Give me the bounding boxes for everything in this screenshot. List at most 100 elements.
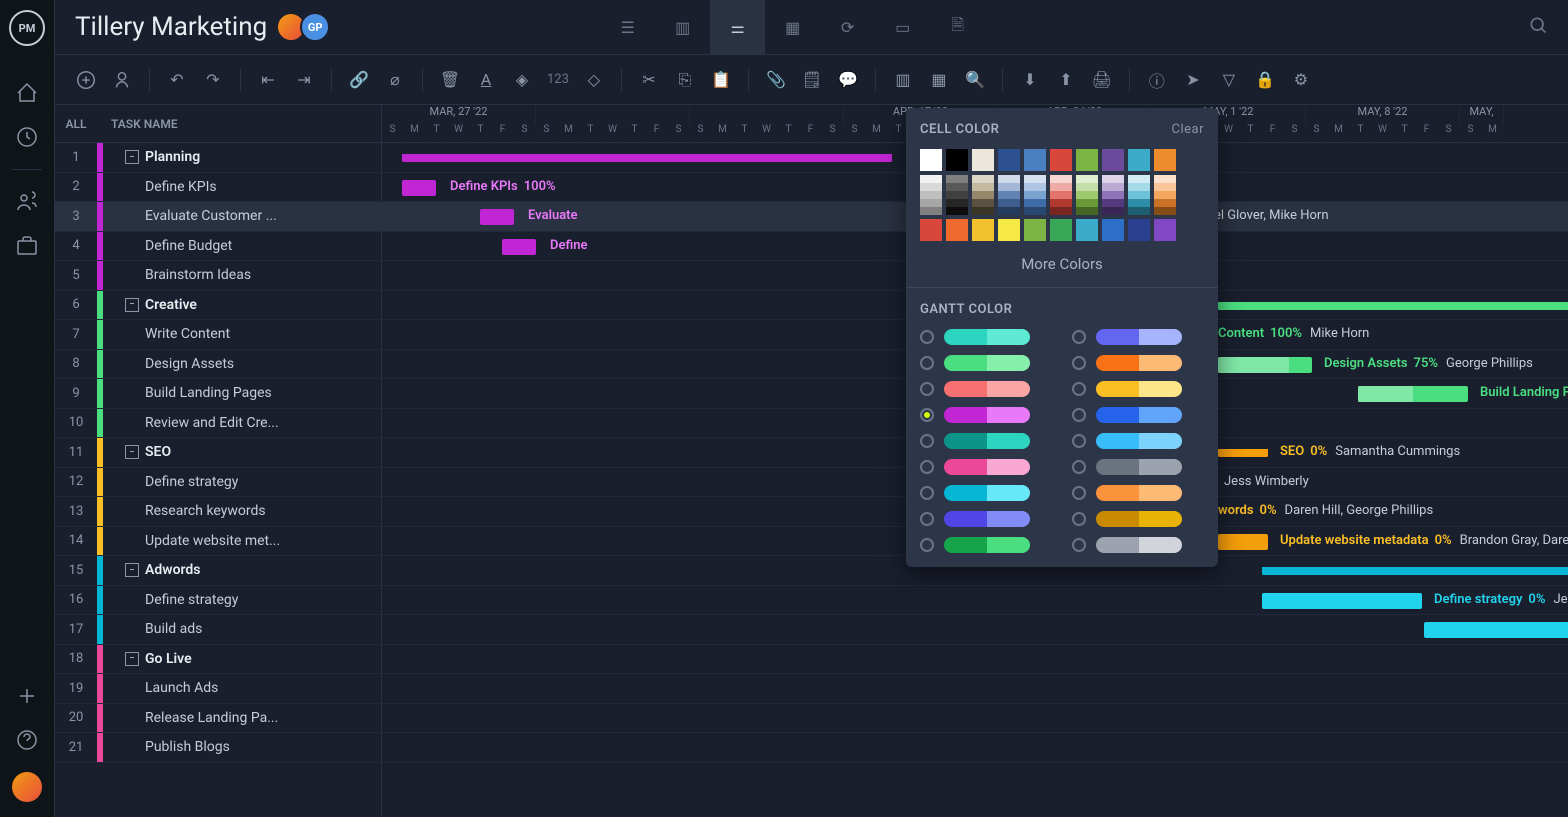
task-row[interactable]: 1−Planning: [55, 143, 381, 173]
tag-icon[interactable]: ◈: [511, 69, 533, 91]
grid-icon[interactable]: ▦: [928, 69, 950, 91]
avatar-group[interactable]: GP: [282, 12, 330, 42]
task-row[interactable]: 3Evaluate Customer ...: [55, 202, 381, 232]
color-swatch[interactable]: [998, 149, 1020, 171]
color-swatch[interactable]: [1076, 219, 1098, 241]
clock-icon[interactable]: [15, 125, 39, 149]
task-row[interactable]: 17Build ads: [55, 615, 381, 645]
view-gantt-icon[interactable]: ⚌: [710, 0, 765, 55]
task-row[interactable]: 20Release Landing Pa...: [55, 704, 381, 734]
outdent-icon[interactable]: ⇤: [257, 69, 279, 91]
export-icon[interactable]: ⬆: [1055, 69, 1077, 91]
view-list-icon[interactable]: ☰: [600, 0, 655, 55]
indent-icon[interactable]: ⇥: [293, 69, 315, 91]
info-icon[interactable]: ⓘ: [1146, 69, 1168, 91]
paste-icon[interactable]: 📋: [710, 69, 732, 91]
task-row[interactable]: 9Build Landing Pages: [55, 379, 381, 409]
color-swatch[interactable]: [1154, 219, 1176, 241]
gantt-color-option[interactable]: [1072, 511, 1204, 527]
gantt-color-option[interactable]: [920, 537, 1052, 553]
task-row[interactable]: 13Research keywords: [55, 497, 381, 527]
color-swatch[interactable]: [1050, 219, 1072, 241]
task-row[interactable]: 19Launch Ads: [55, 674, 381, 704]
task-row[interactable]: 18−Go Live: [55, 645, 381, 675]
font-icon[interactable]: A: [475, 69, 497, 91]
view-calendar-icon[interactable]: ▭: [875, 0, 930, 55]
filter-icon[interactable]: ▽: [1218, 69, 1240, 91]
header-task-name[interactable]: TASK NAME: [103, 117, 178, 131]
settings-icon[interactable]: ⚙: [1290, 69, 1312, 91]
copy-icon[interactable]: ⎘: [674, 69, 696, 91]
color-swatch[interactable]: [1024, 149, 1046, 171]
task-row[interactable]: 16Define strategy: [55, 586, 381, 616]
task-row[interactable]: 7Write Content: [55, 320, 381, 350]
header-all[interactable]: ALL: [55, 117, 97, 131]
gantt-color-option[interactable]: [920, 511, 1052, 527]
color-swatch[interactable]: [998, 219, 1020, 241]
task-row[interactable]: 5Brainstorm Ideas: [55, 261, 381, 291]
gantt-color-option[interactable]: [1072, 407, 1204, 423]
gantt-color-option[interactable]: [920, 329, 1052, 345]
gantt-color-option[interactable]: [1072, 485, 1204, 501]
gantt-color-option[interactable]: [920, 459, 1052, 475]
briefcase-icon[interactable]: [15, 234, 39, 258]
view-file-icon[interactable]: 🗎: [930, 0, 985, 55]
add-icon[interactable]: [75, 69, 97, 91]
link-icon[interactable]: 🔗: [348, 69, 370, 91]
plus-icon[interactable]: [15, 684, 39, 708]
milestone-icon[interactable]: ◇: [583, 69, 605, 91]
color-swatch[interactable]: [1076, 149, 1098, 171]
task-row[interactable]: 14Update website met...: [55, 527, 381, 557]
view-activity-icon[interactable]: ⟳: [820, 0, 875, 55]
task-row[interactable]: 11−SEO: [55, 438, 381, 468]
comment-icon[interactable]: 💬: [837, 69, 859, 91]
color-swatch[interactable]: [1050, 149, 1072, 171]
logo[interactable]: PM: [9, 10, 45, 46]
gantt-color-option[interactable]: [920, 381, 1052, 397]
task-row[interactable]: 12Define strategy: [55, 468, 381, 498]
gantt-color-option[interactable]: [1072, 381, 1204, 397]
undo-icon[interactable]: ↶: [166, 69, 188, 91]
color-swatch[interactable]: [1154, 149, 1176, 171]
gantt-color-option[interactable]: [920, 407, 1052, 423]
redo-icon[interactable]: ↷: [202, 69, 224, 91]
assign-icon[interactable]: [111, 69, 133, 91]
color-swatch[interactable]: [946, 149, 968, 171]
task-row[interactable]: 8Design Assets: [55, 350, 381, 380]
clear-button[interactable]: Clear: [1172, 122, 1205, 137]
color-swatch[interactable]: [920, 149, 942, 171]
gantt-color-option[interactable]: [1072, 355, 1204, 371]
color-swatch[interactable]: [1102, 219, 1124, 241]
delete-icon[interactable]: 🗑: [439, 69, 461, 91]
view-board-icon[interactable]: ▥: [655, 0, 710, 55]
columns-icon[interactable]: ▥: [892, 69, 914, 91]
task-row[interactable]: 15−Adwords: [55, 556, 381, 586]
color-swatch[interactable]: [920, 219, 942, 241]
cut-icon[interactable]: ✂: [638, 69, 660, 91]
task-row[interactable]: 6−Creative: [55, 291, 381, 321]
gantt-color-option[interactable]: [1072, 329, 1204, 345]
gantt-color-option[interactable]: [1072, 459, 1204, 475]
search-icon[interactable]: [1528, 15, 1548, 39]
task-row[interactable]: 4Define Budget: [55, 232, 381, 262]
user-avatar[interactable]: [12, 772, 42, 802]
more-colors-button[interactable]: More Colors: [920, 255, 1204, 273]
import-icon[interactable]: ⬇: [1019, 69, 1041, 91]
task-row[interactable]: 21Publish Blogs: [55, 733, 381, 763]
home-icon[interactable]: [15, 81, 39, 105]
color-swatch[interactable]: [972, 149, 994, 171]
zoom-icon[interactable]: 🔍: [964, 69, 986, 91]
gantt-color-option[interactable]: [920, 355, 1052, 371]
color-swatch[interactable]: [1128, 149, 1150, 171]
view-sheet-icon[interactable]: ▦: [765, 0, 820, 55]
color-swatch[interactable]: [946, 219, 968, 241]
gantt-color-option[interactable]: [1072, 433, 1204, 449]
note-icon[interactable]: 🗒: [801, 69, 823, 91]
task-row[interactable]: 10Review and Edit Cre...: [55, 409, 381, 439]
gantt-color-option[interactable]: [920, 485, 1052, 501]
color-swatch[interactable]: [1102, 149, 1124, 171]
send-icon[interactable]: ➤: [1182, 69, 1204, 91]
task-row[interactable]: 2Define KPIs: [55, 173, 381, 203]
color-swatch[interactable]: [972, 219, 994, 241]
attach-icon[interactable]: 📎: [765, 69, 787, 91]
